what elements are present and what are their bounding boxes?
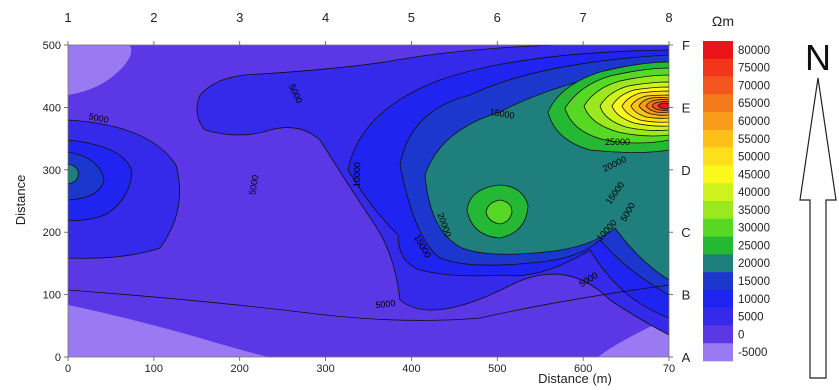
colorbar-label: -5000 — [738, 347, 767, 359]
x-tick-label: 500 — [488, 363, 506, 375]
colorbar-label: 65000 — [738, 98, 770, 110]
colorbar-swatch — [703, 236, 733, 255]
x-tick-label: 0 — [65, 363, 71, 375]
colorbar-label: 60000 — [738, 116, 770, 128]
colorbar-label: 55000 — [738, 134, 770, 146]
y-tick-label: 300 — [43, 165, 61, 177]
y-tick-label: 500 — [43, 40, 61, 52]
colorbar-label: 75000 — [738, 63, 770, 75]
colorbar: 8000075000700006500060000550005000045000… — [703, 41, 770, 362]
top-profile-label: 4 — [322, 10, 329, 25]
right-line-labels: A B C D E F — [669, 38, 691, 365]
contour-label: 15000 — [489, 107, 515, 121]
colorbar-label: 20000 — [738, 258, 770, 270]
band-20000-left — [68, 163, 79, 185]
colorbar-swatch — [703, 76, 733, 95]
colorbar-label: 10000 — [738, 294, 770, 306]
top-profile-label: 1 — [64, 10, 71, 25]
colorbar-swatch — [703, 58, 733, 77]
colorbar-swatch — [703, 325, 733, 344]
north-label: N — [805, 37, 831, 78]
colorbar-label: 50000 — [738, 152, 770, 164]
right-line-label: C — [681, 225, 690, 240]
x-tick-label: 300 — [316, 363, 334, 375]
x-tick-label: 600 — [574, 363, 592, 375]
contour-line-5000 — [68, 284, 669, 321]
colorbar-label: 25000 — [738, 240, 770, 252]
colorbar-unit: Ωm — [712, 13, 734, 29]
band-low-top-left — [68, 45, 132, 95]
contour-label: 5000 — [88, 111, 110, 125]
band-30000-low — [485, 199, 513, 225]
top-profile-label: 7 — [580, 10, 587, 25]
plot-frame — [67, 44, 670, 358]
band-15000-left — [68, 151, 105, 201]
y-axis-label: Distance — [13, 175, 28, 226]
colorbar-label: 40000 — [738, 187, 770, 199]
colorbar-label: 0 — [738, 329, 744, 341]
colorbar-swatch — [703, 41, 733, 60]
colorbar-label: 15000 — [738, 276, 770, 288]
y-tick-label: 0 — [55, 352, 61, 364]
band-75000 — [657, 102, 669, 110]
x-tick-label: 200 — [231, 363, 249, 375]
x-tick-label: 400 — [402, 363, 420, 375]
x-tick-label: 100 — [145, 363, 163, 375]
colorbar-swatch — [703, 94, 733, 113]
right-line-label: F — [682, 38, 690, 53]
y-tick-label: 200 — [43, 227, 61, 239]
right-line-label: D — [681, 163, 690, 178]
colorbar-swatch — [703, 289, 733, 308]
colorbar-swatch — [703, 218, 733, 237]
right-line-label: B — [682, 288, 691, 303]
colorbar-swatch — [703, 112, 733, 131]
contour-label: 5000 — [375, 298, 396, 310]
colorbar-swatch — [703, 272, 733, 291]
colorbar-swatch — [703, 343, 733, 362]
colorbar-swatch — [703, 307, 733, 326]
top-profile-label: 2 — [150, 10, 157, 25]
y-tick-label: 400 — [43, 102, 61, 114]
right-line-label: A — [682, 350, 691, 365]
colorbar-swatch — [703, 147, 733, 166]
colorbar-swatch — [703, 254, 733, 273]
arrow-up-icon — [799, 77, 837, 379]
y-tick-label: 100 — [43, 290, 61, 302]
band-low-bottom-right — [598, 318, 669, 357]
colorbar-label: 30000 — [738, 223, 770, 235]
colorbar-label: 35000 — [738, 205, 770, 217]
colorbar-swatch — [703, 165, 733, 184]
top-profile-label: 6 — [494, 10, 501, 25]
right-line-label: E — [682, 100, 691, 115]
north-arrow: N — [799, 37, 837, 379]
contour-plot: 5000500050005000500010000100001500015000… — [68, 45, 669, 357]
top-profile-labels: 1 2 3 4 5 6 7 8 — [64, 10, 673, 45]
contour-label: 10000 — [351, 162, 362, 187]
colorbar-label: 80000 — [738, 45, 770, 57]
colorbar-label: 70000 — [738, 80, 770, 92]
x-axis-label: Distance (m) — [538, 371, 612, 386]
x-axis: 0 100 200 300 400 500 600 70 — [65, 357, 675, 375]
colorbar-label: 45000 — [738, 169, 770, 181]
band-low-bottom-left — [68, 305, 268, 357]
top-profile-label: 5 — [408, 10, 415, 25]
x-tick-label: 70 — [663, 363, 675, 375]
y-axis: 0 100 200 300 400 500 — [43, 40, 68, 364]
colorbar-label: 5000 — [738, 312, 764, 324]
contour-label: 25000 — [605, 137, 630, 147]
colorbar-swatch — [703, 201, 733, 220]
top-profile-label: 8 — [665, 10, 672, 25]
contour-label: 5000 — [247, 174, 260, 195]
top-profile-label: 3 — [236, 10, 243, 25]
colorbar-swatch — [703, 183, 733, 202]
colorbar-swatch — [703, 129, 733, 148]
